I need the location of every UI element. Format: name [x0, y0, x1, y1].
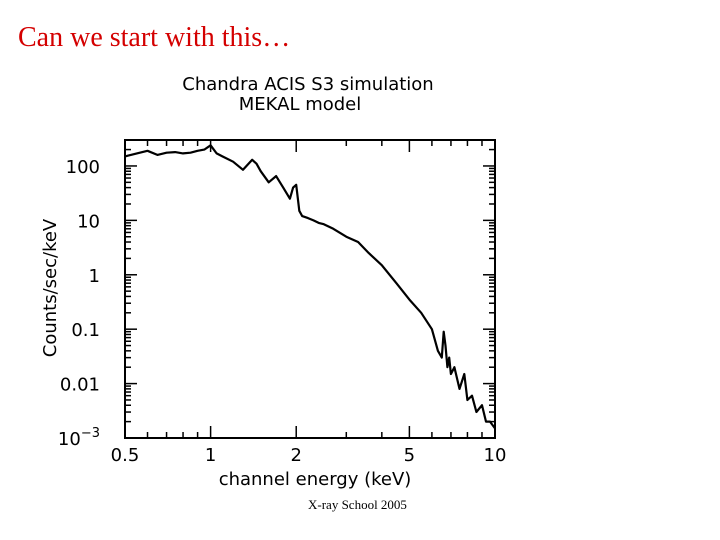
x-tick-label: 1 [205, 445, 216, 466]
slide-title: Can we start with this… [18, 22, 291, 53]
y-axis-label: Counts/sec/keV [40, 218, 61, 357]
y-tick-label: 10 [77, 211, 100, 232]
x-tick-label: 0.5 [111, 445, 140, 466]
series-line [124, 144, 496, 430]
x-tick-label: 5 [404, 445, 415, 466]
chart-subtitle: MEKAL model [239, 94, 362, 115]
x-tick-label: 10 [484, 445, 507, 466]
x-tick-label: 2 [290, 445, 301, 466]
plot-frame [124, 139, 496, 439]
y-tick-label: 0.1 [71, 320, 100, 341]
footer-text: X-ray School 2005 [308, 497, 407, 512]
x-axis-label: channel energy (keV) [219, 469, 412, 490]
y-tick-label: 1 [89, 266, 100, 287]
y-tick-label: 0.01 [60, 375, 100, 396]
y-tick-label: 100 [66, 157, 100, 178]
y-tick-label: 10−3 [58, 426, 100, 450]
chart-title: Chandra ACIS S3 simulation [182, 74, 433, 95]
